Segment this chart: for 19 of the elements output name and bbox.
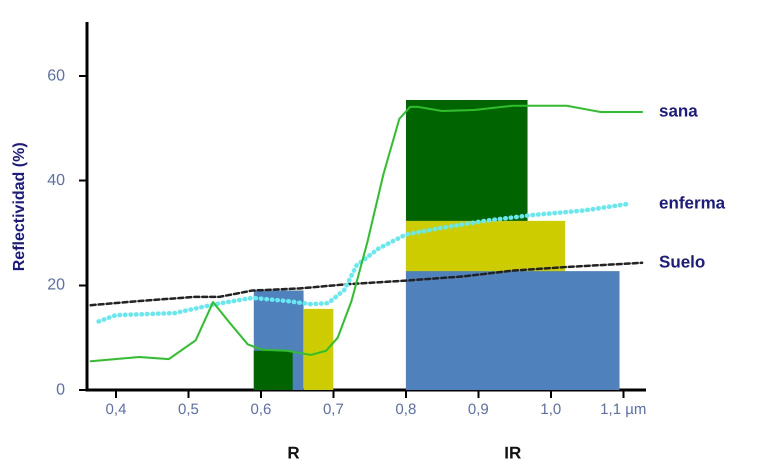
y-tick-label: 60: [47, 67, 66, 84]
series-label: Suelo: [659, 252, 706, 272]
x-tick-label: 0,4: [106, 401, 126, 418]
text: IR: [504, 444, 522, 463]
x-tick-label: 0,9: [468, 401, 489, 418]
y-axis-title: Reflectividad (%): [11, 142, 28, 272]
y-tick-label: 20: [47, 276, 66, 294]
series-label: sana: [659, 102, 698, 121]
line-series: [89, 262, 644, 306]
x-tick-label: 0,5: [178, 401, 199, 418]
x-tick-label: 0,6: [250, 401, 272, 418]
x-tick-label: 0,7: [322, 401, 344, 418]
y-tick-label: 40: [47, 172, 66, 190]
x-tick-label: 1,0: [540, 401, 562, 418]
x-tick-label: 1,1 µm: [600, 401, 646, 418]
text: R: [287, 444, 300, 463]
series-label: enferma: [659, 193, 726, 212]
x-tick-label: 0,8: [395, 401, 416, 418]
y-tick-label: 0: [56, 381, 66, 398]
